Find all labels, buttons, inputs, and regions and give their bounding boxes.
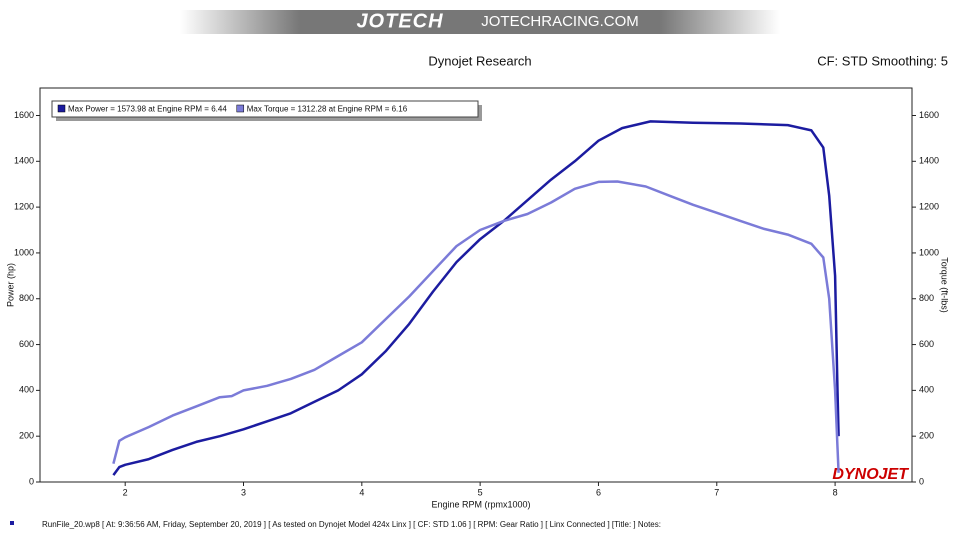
y-tick-label: 400: [19, 385, 34, 395]
series-line: [112, 180, 840, 473]
x-tick-label: 3: [241, 487, 246, 497]
y-tick-label: 1000: [14, 247, 34, 257]
y-tick-label: 1200: [14, 201, 34, 211]
y-tick-label: 600: [19, 339, 34, 349]
y2-axis-label: Torque (ft-lbs): [940, 257, 950, 313]
x-tick-label: 5: [478, 487, 483, 497]
y-tick-label: 1600: [14, 110, 34, 120]
y2-tick-label: 1400: [919, 156, 939, 166]
x-tick-label: 6: [596, 487, 601, 497]
plot-frame: [39, 87, 913, 483]
footer-marker: [10, 521, 14, 525]
chart-title: Dynojet Research: [428, 53, 531, 68]
legend-swatch: [236, 104, 245, 113]
brand-logo: DYNOJET: [832, 466, 909, 483]
y2-tick-label: 1000: [919, 247, 939, 257]
series-line: [112, 120, 840, 476]
y-tick-label: 800: [19, 293, 34, 303]
legend-box: [51, 100, 479, 118]
y-axis-label: Power (hp): [5, 263, 15, 307]
header-site: JOTECHRACING.COM: [481, 13, 639, 30]
y2-tick-label: 200: [919, 431, 934, 441]
y2-tick-label: 1200: [919, 201, 939, 211]
y2-tick-label: 1600: [919, 110, 939, 120]
y-tick-label: 200: [19, 431, 34, 441]
y-tick-label: 1400: [14, 156, 34, 166]
y2-tick-label: 0: [919, 476, 924, 486]
y2-tick-label: 600: [919, 339, 934, 349]
x-tick-label: 4: [359, 487, 364, 497]
x-axis-label: Engine RPM (rpmx1000): [431, 499, 530, 509]
legend-swatch: [57, 104, 66, 113]
legend-label: Max Power = 1573.98 at Engine RPM = 6.44: [68, 105, 227, 114]
y-tick-label: 0: [29, 476, 34, 486]
x-tick-label: 7: [714, 487, 719, 497]
x-tick-label: 2: [123, 487, 128, 497]
y2-tick-label: 400: [919, 385, 934, 395]
header-logo: JOTECH: [356, 10, 443, 32]
y2-tick-label: 800: [919, 293, 934, 303]
chart-subtitle: CF: STD Smoothing: 5: [817, 53, 948, 68]
x-tick-label: 8: [833, 487, 838, 497]
header-band: [180, 10, 780, 34]
footer-text: RunFile_20.wp8 [ At: 9:36:56 AM, Friday,…: [42, 520, 661, 529]
legend-label: Max Torque = 1312.28 at Engine RPM = 6.1…: [247, 105, 408, 114]
